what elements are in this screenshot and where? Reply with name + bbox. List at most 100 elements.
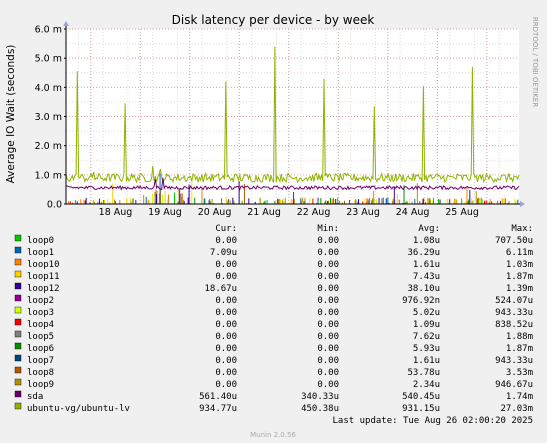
legend-name-sda: sda xyxy=(27,392,43,402)
legend-name-ubuntu-vg-ubuntu-lv: ubuntu-vg/ubuntu-lv xyxy=(27,404,130,414)
legend-avg-loop4: 1.09u xyxy=(413,320,440,330)
legend-cur-loop10: 0.00 xyxy=(215,260,237,270)
legend-swatch-loop12 xyxy=(14,282,22,290)
legend-name-loop3: loop3 xyxy=(27,308,54,318)
legend-cur-ubuntu-vg-ubuntu-lv: 934.77u xyxy=(199,404,237,414)
legend-swatch-loop3 xyxy=(14,306,22,314)
legend-avg-loop0: 1.08u xyxy=(413,236,440,246)
legend-avg-loop6: 5.93u xyxy=(413,344,440,354)
legend-max-loop4: 838.52u xyxy=(495,320,533,330)
axes xyxy=(63,21,525,207)
legend-name-loop2: loop2 xyxy=(27,296,54,306)
legend-cur-loop2: 0.00 xyxy=(215,296,237,306)
legend-avg-loop2: 976.92n xyxy=(402,296,440,306)
legend-min-loop7: 0.00 xyxy=(317,356,339,366)
y-tick-label: 0.0 xyxy=(47,200,62,211)
x-tick-label: 24 Aug xyxy=(396,207,430,218)
legend-swatch-loop10 xyxy=(14,258,22,266)
plot-area xyxy=(66,29,519,204)
legend-header-min: Min: xyxy=(317,224,339,234)
legend-max-loop5: 1.88m xyxy=(506,332,533,342)
legend-cur-loop0: 0.00 xyxy=(215,236,237,246)
legend-max-loop11: 1.87m xyxy=(506,272,533,282)
legend-swatch-loop4 xyxy=(14,318,22,326)
grid xyxy=(66,28,519,204)
legend-name-loop10: loop10 xyxy=(27,260,60,270)
legend-swatch-loop11 xyxy=(14,270,22,278)
legend-min-loop12: 0.00 xyxy=(317,284,339,294)
legend-avg-loop12: 38.10u xyxy=(407,284,440,294)
x-tick-label: 22 Aug xyxy=(297,207,331,218)
x-tick-label: 18 Aug xyxy=(99,207,133,218)
x-tick-label: 21 Aug xyxy=(247,207,281,218)
x-tick-label: 19 Aug xyxy=(148,207,182,218)
legend-cur-loop4: 0.00 xyxy=(215,320,237,330)
x-tick-label: 23 Aug xyxy=(346,207,380,218)
legend-cur-loop12: 18.67u xyxy=(204,284,237,294)
legend-max-loop0: 707.50u xyxy=(495,236,533,246)
chart-title: Disk latency per device - by week xyxy=(172,13,375,27)
legend-name-loop4: loop4 xyxy=(27,320,54,330)
y-tick-label: 6.0 m xyxy=(35,25,62,36)
legend-min-loop11: 0.00 xyxy=(317,272,339,282)
legend-cur-loop3: 0.00 xyxy=(215,308,237,318)
x-tick-label: 25 Aug xyxy=(445,207,479,218)
legend-min-sda: 340.33u xyxy=(301,392,339,402)
legend-max-loop1: 6.11m xyxy=(506,248,533,258)
y-tick-label: 4.0 m xyxy=(35,83,62,94)
legend-max-loop12: 1.39m xyxy=(506,284,533,294)
legend-min-loop3: 0.00 xyxy=(317,308,339,318)
legend-max-loop3: 943.33u xyxy=(495,308,533,318)
rrdtool-credit: RRDTOOL / TOBI OETIKER xyxy=(531,17,539,107)
y-tick-labels: 0.0 1.0 m 2.0 m 3.0 m 4.0 m 5.0 m 6.0 m xyxy=(35,25,62,211)
legend-swatch-loop2 xyxy=(14,294,22,302)
legend-avg-sda: 540.45u xyxy=(402,392,440,402)
legend-name-loop9: loop9 xyxy=(27,380,54,390)
x-axis-arrow xyxy=(520,201,525,207)
series-line-ubuntu-vg-ubuntu-lv xyxy=(65,46,520,184)
legend-max-loop9: 946.67u xyxy=(495,380,533,390)
legend-name-loop0: loop0 xyxy=(27,236,54,246)
legend-header-cur: Cur: xyxy=(215,224,237,234)
legend-swatch-loop0 xyxy=(14,234,22,242)
legend-min-loop8: 0.00 xyxy=(317,368,339,378)
legend-name-loop5: loop5 xyxy=(27,332,54,342)
legend-min-loop10: 0.00 xyxy=(317,260,339,270)
munin-version: Munin 2.0.56 xyxy=(250,431,296,439)
legend-name-loop7: loop7 xyxy=(27,356,54,366)
legend-min-ubuntu-vg-ubuntu-lv: 450.38u xyxy=(301,404,339,414)
legend-header-avg: Avg: xyxy=(418,224,440,234)
legend-avg-loop11: 7.43u xyxy=(413,272,440,282)
legend-swatch-ubuntu-vg-ubuntu-lv xyxy=(14,402,22,410)
legend-cur-loop8: 0.00 xyxy=(215,368,237,378)
legend-max-ubuntu-vg-ubuntu-lv: 27.03m xyxy=(500,404,533,414)
legend-max-loop6: 1.87m xyxy=(506,344,533,354)
x-tick-label: 20 Aug xyxy=(198,207,232,218)
legend-max-loop7: 943.33u xyxy=(495,356,533,366)
legend-avg-loop1: 36.29u xyxy=(407,248,440,258)
legend-cur-loop9: 0.00 xyxy=(215,380,237,390)
y-tick-label: 5.0 m xyxy=(35,54,62,65)
series-line-sda xyxy=(65,177,520,191)
legend-cur-loop11: 0.00 xyxy=(215,272,237,282)
legend-swatch-loop7 xyxy=(14,354,22,362)
legend-name-loop6: loop6 xyxy=(27,344,54,354)
legend-cur-loop6: 0.00 xyxy=(215,344,237,354)
y-tick-label: 1.0 m xyxy=(35,170,62,181)
legend-max-loop8: 3.53m xyxy=(506,368,533,378)
legend-max-sda: 1.74m xyxy=(506,392,533,402)
x-tick-labels: 18 Aug 19 Aug 20 Aug 21 Aug 22 Aug 23 Aug 24 A… xyxy=(99,207,479,218)
legend-swatch-loop8 xyxy=(14,366,22,374)
legend-swatch-loop9 xyxy=(14,378,22,386)
y-axis-label: Average IO Wait (seconds) xyxy=(5,45,17,184)
legend-avg-loop8: 53.78u xyxy=(407,368,440,378)
legend-avg-loop10: 1.61u xyxy=(413,260,440,270)
legend-min-loop5: 0.00 xyxy=(317,332,339,342)
legend-min-loop6: 0.00 xyxy=(317,344,339,354)
legend-avg-loop7: 1.61u xyxy=(413,356,440,366)
legend-cur-sda: 561.40u xyxy=(199,392,237,402)
legend-avg-loop3: 5.02u xyxy=(413,308,440,318)
legend-header-max: Max: xyxy=(511,224,533,234)
series-layer xyxy=(65,46,520,204)
